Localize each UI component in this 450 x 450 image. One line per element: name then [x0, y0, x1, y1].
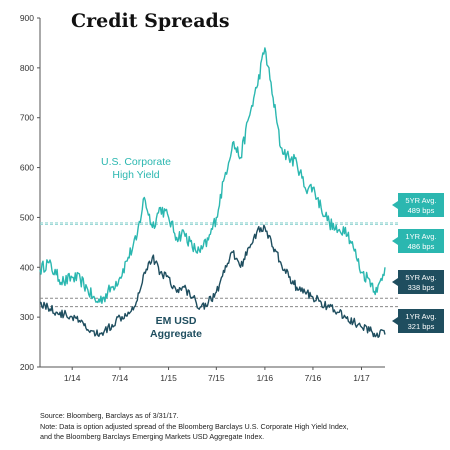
- y-tick-label: 600: [20, 163, 34, 173]
- em-series-line: [39, 224, 386, 338]
- footnote: Source: Bloomberg, Barclays as of 3/31/1…: [40, 411, 440, 443]
- reference-label-pointer: [392, 278, 398, 286]
- y-tick-label: 400: [20, 262, 34, 272]
- reference-label-title: 1YR Avg.: [405, 232, 436, 241]
- reference-label-title: 1YR Avg.: [405, 312, 436, 321]
- reference-label-pointer: [392, 317, 398, 325]
- y-tick-label: 300: [20, 312, 34, 322]
- series-annotation-line2: Aggregate: [150, 328, 202, 340]
- y-tick-label: 200: [20, 362, 34, 372]
- reference-label-box: [398, 270, 444, 294]
- reference-label: 1YR Avg.321 bps: [392, 309, 444, 333]
- series-annotation-line1: U.S. Corporate: [101, 156, 171, 168]
- x-tick-label: 7/14: [112, 373, 129, 383]
- footnote-note-line2: and the Bloomberg Barclays Emerging Mark…: [40, 432, 265, 441]
- hy-series-line: [39, 47, 386, 304]
- x-tick-label: 1/14: [64, 373, 81, 383]
- reference-label-value: 489 bps: [408, 206, 435, 215]
- y-tick-label: 500: [20, 212, 34, 222]
- reference-label-pointer: [392, 201, 398, 209]
- reference-label-title: 5YR Avg.: [405, 196, 436, 205]
- reference-label: 5YR Avg.489 bps: [392, 193, 444, 217]
- x-tick-label: 7/16: [305, 373, 322, 383]
- x-tick-label: 1/15: [160, 373, 177, 383]
- reference-label-pointer: [392, 237, 398, 245]
- y-tick-label: 800: [20, 63, 34, 73]
- x-tick-label: 1/16: [257, 373, 274, 383]
- reference-label: 1YR Avg.486 bps: [392, 229, 444, 253]
- reference-label: 5YR Avg.338 bps: [392, 270, 444, 294]
- footnote-note-line1: Note: Data is option adjusted spread of …: [40, 421, 349, 431]
- series-annotation-line1: EM USD: [156, 315, 197, 327]
- reference-label-value: 321 bps: [408, 322, 435, 331]
- y-tick-label: 900: [20, 13, 34, 23]
- reference-label-value: 338 bps: [408, 283, 435, 292]
- chart-title: Credit Spreads: [71, 10, 230, 32]
- reference-label-value: 486 bps: [408, 242, 435, 251]
- series-annotation-line2: High Yield: [112, 169, 159, 181]
- x-tick-label: 1/17: [353, 373, 370, 383]
- x-tick-label: 7/15: [208, 373, 225, 383]
- reference-label-box: [398, 309, 444, 333]
- y-tick-label: 700: [20, 113, 34, 123]
- footnote-source: Source: Bloomberg, Barclays as of 3/31/1…: [40, 411, 179, 420]
- reference-label-title: 5YR Avg.: [405, 273, 436, 282]
- reference-label-box: [398, 229, 444, 253]
- reference-label-box: [398, 193, 444, 217]
